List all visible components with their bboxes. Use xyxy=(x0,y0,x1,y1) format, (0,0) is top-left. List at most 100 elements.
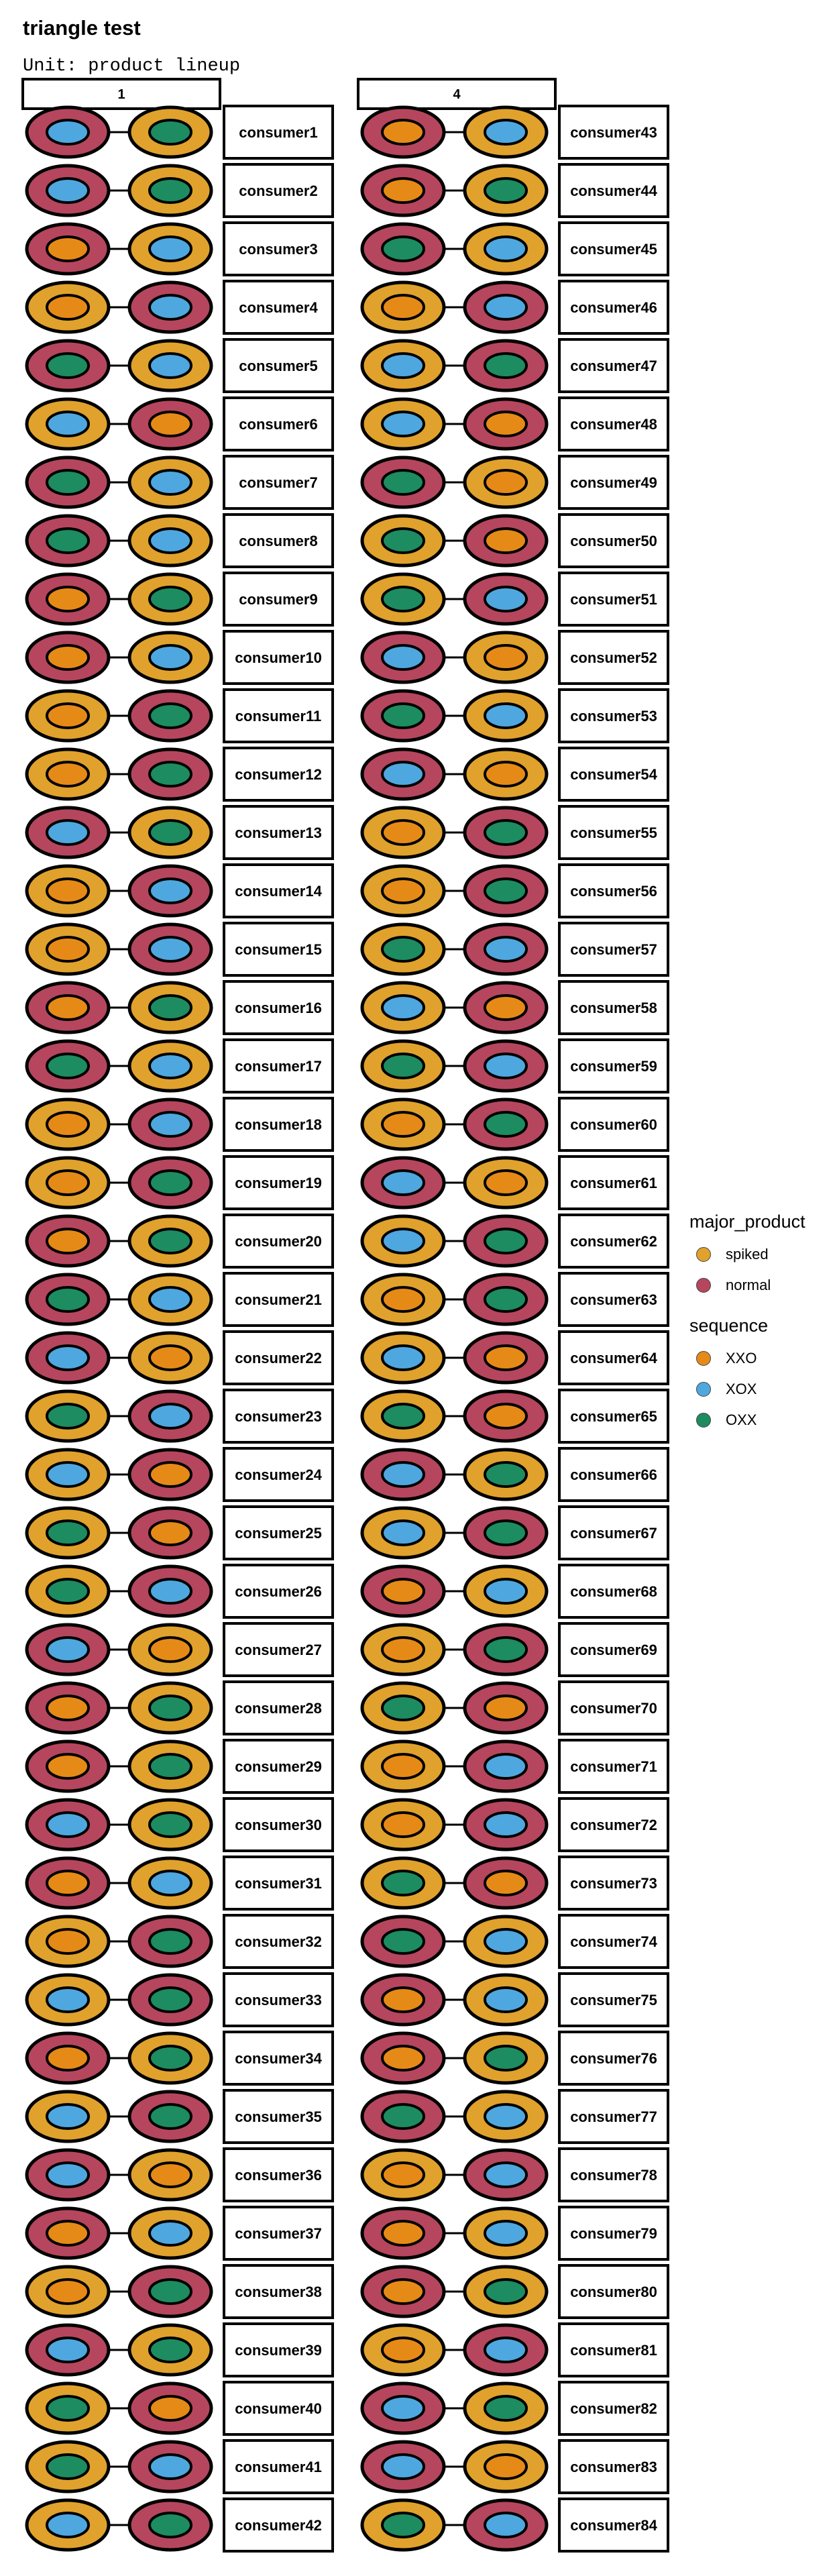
sequence-inner-XXO xyxy=(148,1519,192,1546)
consumer-label-box xyxy=(558,688,669,743)
sequence-inner-XOX xyxy=(148,1111,192,1138)
sequence-inner-OXX xyxy=(381,936,425,963)
consumer-label: consumer50 xyxy=(570,533,657,549)
sequence-inner-XXO xyxy=(46,235,90,262)
consumer-label: consumer9 xyxy=(239,591,317,608)
legend-label-spiked: spiked xyxy=(726,1246,769,1263)
sequence-inner-OXX xyxy=(381,1053,425,1079)
sequence-inner-XXO xyxy=(484,761,528,788)
sequence-inner-XXO xyxy=(46,877,90,904)
consumer-label-box xyxy=(558,1739,669,1794)
consumer-label: consumer19 xyxy=(235,1175,322,1191)
consumer-label: consumer78 xyxy=(570,2167,657,2184)
legend-item-xxo: XXO xyxy=(689,1343,805,1374)
consumer-label: consumer10 xyxy=(235,649,322,666)
sequence-inner-XXO xyxy=(381,2337,425,2363)
sequence-inner-OXX xyxy=(46,1403,90,1430)
sequence-inner-XXO xyxy=(46,1169,90,1196)
consumer-label: consumer66 xyxy=(570,1466,657,1483)
chart-title: triangle test xyxy=(23,16,141,40)
sequence-inner-XXO xyxy=(381,877,425,904)
consumer-label: consumer23 xyxy=(235,1408,322,1425)
sequence-inner-XXO xyxy=(484,2453,528,2480)
consumer-label-box xyxy=(558,922,669,977)
consumer-label-box xyxy=(223,163,334,218)
sequence-inner-OXX xyxy=(46,527,90,554)
sequence-inner-XOX xyxy=(148,936,192,963)
consumer-label-box xyxy=(558,2264,669,2319)
consumer-label-box xyxy=(558,805,669,860)
consumer-label-box xyxy=(223,105,334,160)
consumer-label-box xyxy=(558,1389,669,1444)
sequence-inner-XOX xyxy=(46,1811,90,1838)
sequence-inner-XXO xyxy=(148,2161,192,2188)
consumer-label: consumer79 xyxy=(570,2225,657,2242)
consumer-label-box xyxy=(223,1564,334,1619)
sequence-inner-XOX xyxy=(381,644,425,671)
sequence-inner-XOX xyxy=(46,1461,90,1488)
consumer-label-box xyxy=(223,2089,334,2144)
sequence-inner-XOX xyxy=(148,235,192,262)
consumer-label-box xyxy=(223,1447,334,1502)
sequence-inner-XOX xyxy=(484,702,528,729)
sequence-inner-XOX xyxy=(484,1928,528,1955)
consumer-label: consumer62 xyxy=(570,1233,657,1250)
sequence-inner-XOX xyxy=(46,1986,90,2013)
consumer-label-box xyxy=(558,338,669,393)
sequence-inner-XXO xyxy=(381,177,425,204)
sequence-inner-XXO xyxy=(484,994,528,1021)
sequence-inner-OXX xyxy=(148,2337,192,2363)
sequence-inner-XOX xyxy=(46,1344,90,1371)
consumer-label-box xyxy=(223,980,334,1035)
consumer-label: consumer12 xyxy=(235,766,322,783)
sequence-inner-XXO xyxy=(484,469,528,496)
sequence-inner-XOX xyxy=(484,2161,528,2188)
legend-label-normal: normal xyxy=(726,1277,771,1293)
sequence-inner-XXO xyxy=(46,2220,90,2247)
consumer-label: consumer20 xyxy=(235,1233,322,1250)
consumer-label-box xyxy=(558,513,669,568)
sequence-inner-XOX xyxy=(484,119,528,146)
sequence-inner-OXX xyxy=(381,469,425,496)
consumer-label: consumer13 xyxy=(235,824,322,841)
consumer-label: consumer54 xyxy=(570,766,657,783)
sequence-inner-XOX xyxy=(484,1753,528,1780)
sequence-inner-XOX xyxy=(46,2512,90,2538)
sequence-inner-OXX xyxy=(484,2278,528,2305)
consumer-label-box xyxy=(558,1330,669,1385)
consumer-label-box xyxy=(223,1097,334,1152)
sequence-inner-XOX xyxy=(381,411,425,437)
sequence-inner-XXO xyxy=(381,1578,425,1605)
consumer-label: consumer49 xyxy=(570,474,657,491)
sequence-inner-OXX xyxy=(381,1403,425,1430)
consumer-label: consumer63 xyxy=(570,1291,657,1308)
sequence-inner-XXO xyxy=(381,2278,425,2305)
consumer-label-box xyxy=(223,1739,334,1794)
consumer-label: consumer64 xyxy=(570,1350,657,1366)
consumer-label-box xyxy=(558,1797,669,1852)
consumer-label: consumer31 xyxy=(235,1875,322,1892)
sequence-inner-XXO xyxy=(484,644,528,671)
sequence-inner-XOX xyxy=(381,1344,425,1371)
sequence-inner-XOX xyxy=(46,411,90,437)
consumer-label: consumer81 xyxy=(570,2342,657,2359)
sequence-inner-XXO xyxy=(381,119,425,146)
legend-item-spiked: spiked xyxy=(689,1239,805,1270)
sequence-inner-OXX xyxy=(46,352,90,379)
legend-item-normal: normal xyxy=(689,1270,805,1301)
consumer-label: consumer17 xyxy=(235,1058,322,1075)
consumer-label-box xyxy=(223,2322,334,2377)
sequence-inner-XXO xyxy=(381,819,425,846)
consumer-label-box xyxy=(223,688,334,743)
sequence-inner-OXX xyxy=(46,2453,90,2480)
consumer-label-box xyxy=(223,280,334,335)
consumer-label: consumer4 xyxy=(239,299,318,316)
sequence-inner-OXX xyxy=(381,586,425,612)
consumer-label-box xyxy=(223,805,334,860)
consumer-label: consumer51 xyxy=(570,591,657,608)
sequence-inner-XXO xyxy=(484,1695,528,1721)
consumer-label: consumer52 xyxy=(570,649,657,666)
sequence-inner-OXX xyxy=(148,1228,192,1254)
sequence-inner-OXX xyxy=(381,2512,425,2538)
consumer-label: consumer18 xyxy=(235,1116,322,1133)
